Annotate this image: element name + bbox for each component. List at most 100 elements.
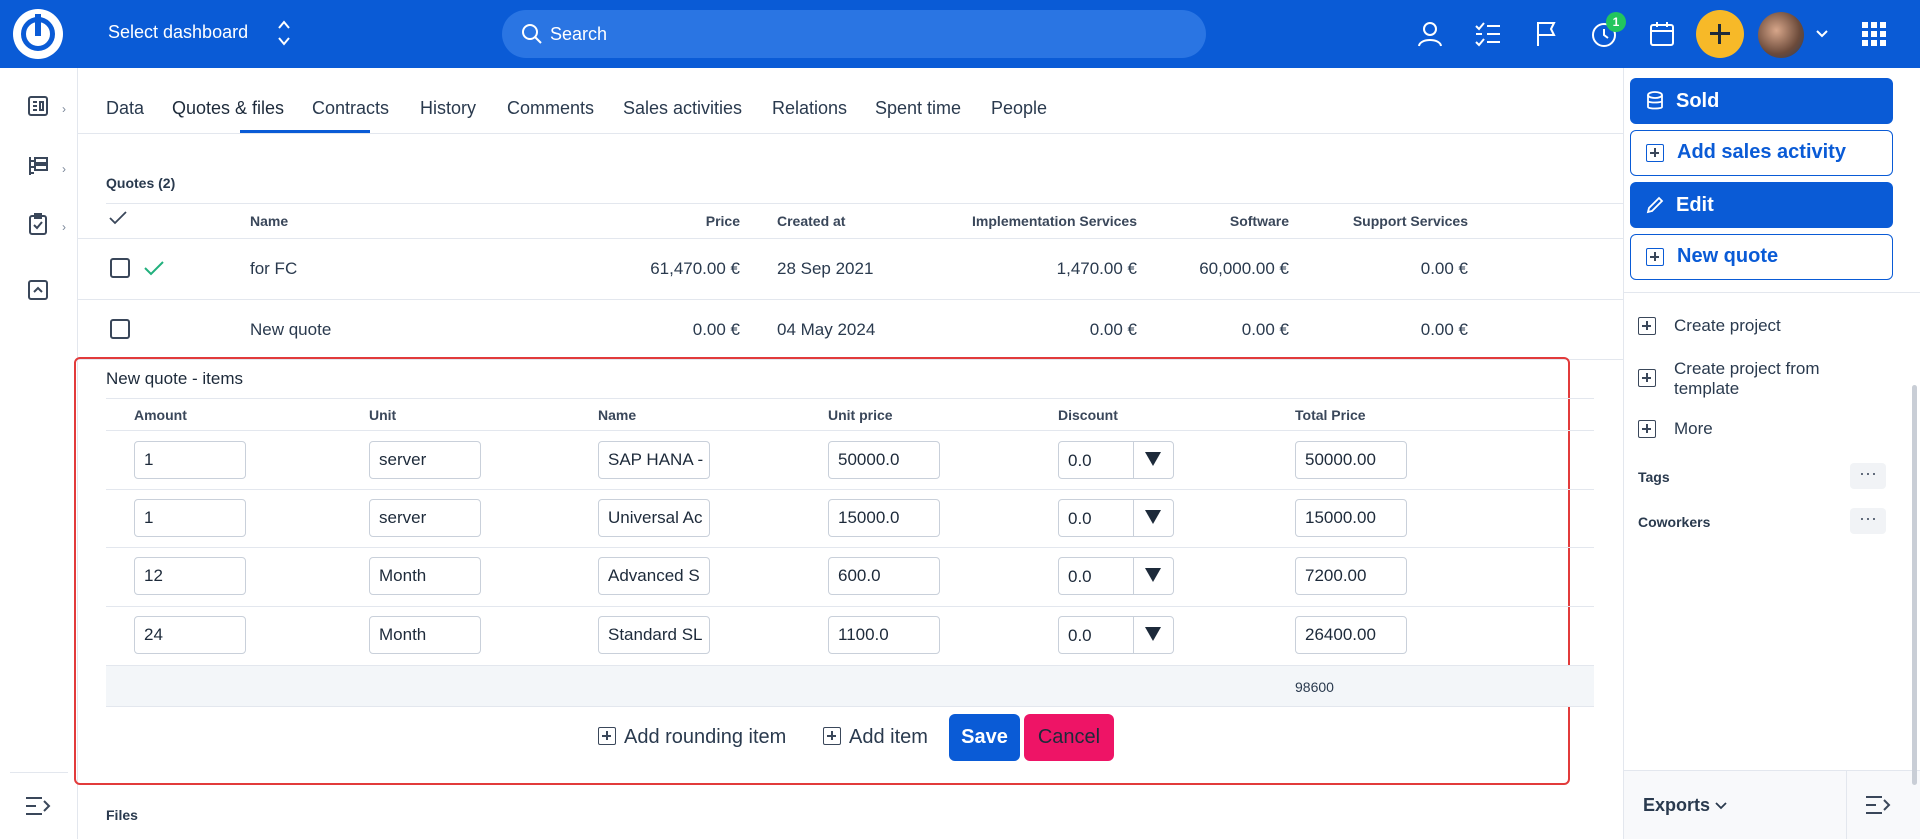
row-checkbox[interactable] (110, 319, 130, 339)
collapse-box-icon (28, 280, 48, 300)
quote-created-at: 28 Sep 2021 (777, 259, 874, 278)
discount-select[interactable]: 0.0 (1058, 616, 1174, 654)
rail-item-tree[interactable]: › (26, 154, 66, 184)
col-header-support[interactable]: Support Services (1352, 213, 1468, 229)
create-project-link[interactable]: Create project (1638, 316, 1781, 336)
flag-icon[interactable] (1530, 18, 1562, 50)
total-price-input[interactable]: 50000.00 (1295, 441, 1407, 479)
rail-item-collapse[interactable] (26, 278, 66, 308)
pencil-icon (1646, 196, 1664, 214)
chevron-down-icon[interactable] (1814, 27, 1830, 41)
unit-input[interactable]: server (369, 441, 481, 479)
plus-box-icon (1646, 144, 1664, 162)
add-item-button[interactable]: Add item (823, 726, 928, 749)
right-sidebar: Sold Add sales activity Edit New quote C… (1623, 68, 1920, 839)
tab-sales-activities[interactable]: Sales activities (623, 98, 743, 118)
tab-comments[interactable]: Comments (507, 98, 595, 118)
calendar-icon[interactable] (1646, 18, 1678, 50)
tab-spent-time[interactable]: Spent time (875, 98, 962, 118)
col-header-created-at[interactable]: Created at (777, 213, 846, 229)
search-bar[interactable] (502, 10, 1206, 58)
timer-icon[interactable] (1588, 18, 1620, 50)
quote-name[interactable]: for FC (250, 259, 298, 278)
plus-box-icon (598, 727, 616, 745)
col-header-name[interactable]: Name (250, 213, 289, 229)
rail-item-checklist[interactable]: › (26, 212, 66, 242)
tab-quotes-files[interactable]: Quotes & files (172, 98, 285, 118)
chevron-right-icon: › (62, 220, 66, 234)
quotes-title: Quotes (2) (106, 175, 176, 191)
discount-select[interactable]: 0.0 (1058, 557, 1174, 595)
total-price-input[interactable]: 15000.00 (1295, 499, 1407, 537)
user-icon[interactable] (1414, 18, 1446, 50)
edit-button[interactable]: Edit (1630, 182, 1893, 228)
tab-people[interactable]: People (991, 98, 1048, 118)
dashboard-select[interactable]: Select dashboard (108, 22, 249, 42)
tab-data[interactable]: Data (106, 98, 145, 118)
unit-input[interactable]: Month (369, 557, 481, 595)
amount-input[interactable]: 24 (134, 616, 246, 654)
amount-input[interactable]: 12 (134, 557, 246, 595)
dropdown-arrow-icon (1145, 452, 1161, 466)
new-quote-label: New quote (1677, 245, 1779, 267)
total-price-input[interactable]: 7200.00 (1295, 557, 1407, 595)
expand-menu-icon[interactable] (24, 794, 52, 818)
row-checkbox[interactable] (110, 258, 130, 278)
collapse-sidebar-icon[interactable] (1864, 793, 1892, 817)
col-header-price[interactable]: Price (705, 213, 740, 229)
item-name-input[interactable]: SAP HANA - (598, 441, 710, 479)
unit-price-input[interactable]: 50000.0 (828, 441, 940, 479)
chevron-down-icon (1715, 802, 1727, 810)
add-rounding-item-button[interactable]: Add rounding item (598, 726, 786, 749)
unit-input[interactable]: Month (369, 616, 481, 654)
unit-price-input[interactable]: 1100.0 (828, 616, 940, 654)
save-button[interactable]: Save (949, 714, 1020, 761)
col-header-implementation[interactable]: Implementation Services (972, 213, 1137, 229)
exports-label: Exports (1643, 795, 1711, 815)
unit-price-input[interactable]: 600.0 (828, 557, 940, 595)
sold-label: Sold (1676, 90, 1720, 112)
quote-name[interactable]: New quote (250, 320, 332, 339)
search-input[interactable] (550, 22, 1150, 46)
add-sales-activity-button[interactable]: Add sales activity (1630, 130, 1893, 176)
tab-contracts[interactable]: Contracts (312, 98, 390, 118)
cancel-button[interactable]: Cancel (1024, 714, 1114, 761)
more-label: More (1674, 419, 1713, 438)
avatar[interactable] (1758, 12, 1804, 58)
select-all-check-icon[interactable] (108, 210, 128, 226)
rail-item-dashboard[interactable]: › (26, 94, 66, 124)
discount-select[interactable]: 0.0 (1058, 441, 1174, 479)
app-logo[interactable] (13, 9, 63, 59)
col-header-software[interactable]: Software (1229, 213, 1289, 229)
item-name-input[interactable]: Standard SL (598, 616, 710, 654)
more-link[interactable]: More (1638, 419, 1713, 439)
quote-support: 0.00 € (1420, 320, 1468, 339)
apps-grid-icon[interactable] (1860, 20, 1888, 48)
dropdown-arrow-icon (1145, 568, 1161, 582)
total-price-input[interactable]: 26400.00 (1295, 616, 1407, 654)
exports-dropdown[interactable]: Exports (1643, 795, 1728, 816)
amount-input[interactable]: 1 (134, 441, 246, 479)
sold-button[interactable]: Sold (1630, 78, 1893, 124)
task-list-icon[interactable] (1472, 18, 1504, 50)
quick-add-button[interactable] (1696, 10, 1744, 58)
discount-select[interactable]: 0.0 (1058, 499, 1174, 537)
item-name-input[interactable]: Universal Ac (598, 499, 710, 537)
create-project-from-template-link[interactable]: Create project from template (1638, 359, 1868, 399)
tags-more-icon[interactable]: ··· (1850, 463, 1886, 489)
dashboard-select-arrows-icon[interactable] (276, 18, 292, 50)
tab-relations[interactable]: Relations (772, 98, 848, 118)
items-col-name: Name (598, 407, 637, 423)
items-col-discount: Discount (1058, 407, 1118, 423)
unit-price-input[interactable]: 15000.0 (828, 499, 940, 537)
unit-input[interactable]: server (369, 499, 481, 537)
add-sales-activity-label: Add sales activity (1677, 141, 1846, 163)
item-name-input[interactable]: Advanced S (598, 557, 710, 595)
amount-input[interactable]: 1 (134, 499, 246, 537)
coworkers-more-icon[interactable]: ··· (1850, 508, 1886, 534)
plus-box-icon (823, 727, 841, 745)
tab-history[interactable]: History (420, 98, 477, 118)
files-title: Files (106, 807, 138, 823)
scrollbar[interactable] (1912, 385, 1917, 785)
new-quote-button[interactable]: New quote (1630, 234, 1893, 280)
